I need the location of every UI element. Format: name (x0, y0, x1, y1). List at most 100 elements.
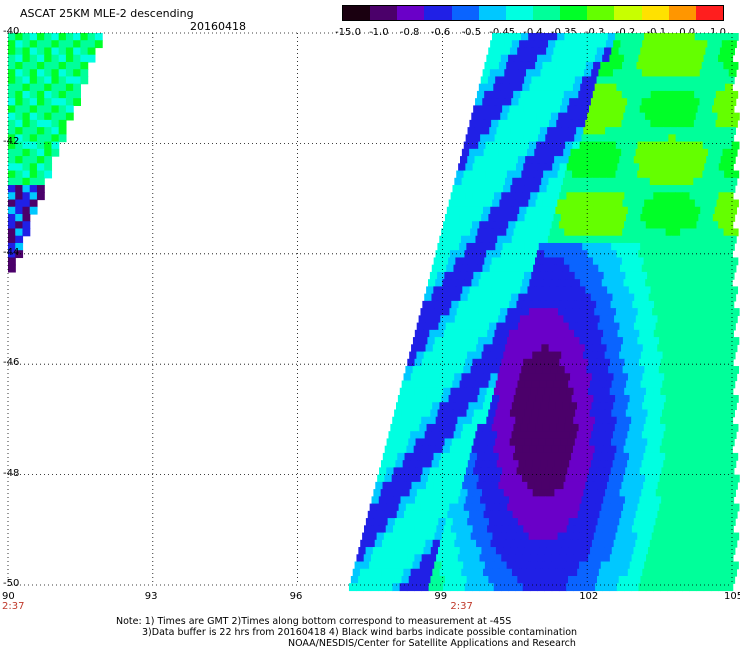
swath-cell (599, 177, 607, 186)
swath-cell (29, 40, 38, 49)
swath-cell (472, 554, 481, 563)
swath-cell (544, 192, 553, 201)
swath-cell (558, 583, 567, 592)
swath-cell (510, 380, 519, 389)
swath-cell (683, 576, 692, 584)
swath-cell (87, 54, 96, 63)
swath-cell (674, 416, 683, 425)
latitude-label: -40 (3, 26, 20, 37)
swath-cell (458, 271, 467, 280)
swath-cell (390, 452, 398, 461)
swath-cell (559, 525, 568, 534)
swath-cell (456, 532, 465, 541)
swath-cell (438, 460, 447, 468)
swath-cell (8, 242, 16, 251)
swath-cell (563, 344, 571, 353)
swath-cell (696, 416, 705, 425)
swath-cell (489, 98, 498, 106)
swath-cell (529, 583, 538, 592)
swath-cell (523, 163, 532, 172)
swath-cell (605, 460, 614, 468)
swath-cell (492, 337, 501, 345)
swath-cell (29, 170, 38, 179)
swath-cell (519, 148, 528, 157)
swath-cell (600, 395, 609, 403)
swath-cell (87, 40, 96, 49)
swath-cell (462, 228, 471, 237)
swath-cell (578, 61, 587, 70)
swath-cell (623, 308, 632, 316)
swath-cell (462, 452, 471, 461)
swath-cell (456, 308, 465, 316)
swath-cell (567, 409, 576, 418)
swath-cell (694, 33, 703, 41)
swath-cell (575, 351, 584, 360)
swath-cell (686, 286, 695, 295)
swath-cell (546, 518, 555, 526)
swath-cell (22, 156, 31, 164)
swath-cell (642, 177, 651, 186)
swath-cell (581, 300, 590, 309)
swath-cell (658, 395, 667, 403)
swath-cell (693, 539, 702, 548)
swath-cell (707, 40, 716, 49)
swath-cell (557, 228, 565, 237)
swath-cell (456, 337, 465, 345)
swath-cell (29, 33, 38, 41)
swath-cell (702, 308, 711, 316)
swath-cell (540, 98, 549, 106)
swath-cell (8, 134, 16, 143)
swath-cell (680, 532, 689, 541)
swath-cell (576, 98, 585, 106)
swath-cell (521, 199, 529, 208)
swath-cell (644, 366, 653, 374)
swath-cell (546, 380, 555, 389)
swath-cell (707, 206, 716, 215)
swath-cell (725, 554, 734, 563)
swath-cell (452, 185, 461, 193)
latitude-label: -50 (3, 578, 20, 589)
swath-cell (726, 329, 734, 338)
swath-cell (498, 423, 507, 432)
swath-cell (549, 33, 558, 41)
swath-cell (645, 583, 654, 592)
swath-cell (523, 358, 531, 367)
swath-cell (513, 395, 522, 403)
swath-cell (504, 235, 513, 244)
swath-cell (681, 279, 690, 287)
swath-cell (475, 568, 484, 577)
swath-cell (605, 98, 614, 106)
swath-cell (533, 568, 542, 577)
swath-cell (684, 185, 692, 193)
swath-cell (394, 547, 403, 555)
swath-cell (621, 148, 630, 157)
swath-cell (685, 402, 694, 411)
swath-cell (708, 452, 717, 461)
swath-cell (580, 83, 589, 92)
swath-cell (647, 214, 656, 222)
swath-cell (467, 322, 476, 331)
swath-cell (490, 344, 499, 353)
swath-cell (583, 156, 591, 164)
swath-cell (422, 329, 430, 338)
swath-cell (508, 416, 516, 425)
swath-cell (572, 170, 580, 179)
swath-cell (497, 568, 506, 577)
swath-cell (527, 510, 535, 519)
swath-cell (29, 134, 38, 143)
swath-cell (423, 322, 432, 331)
swath-cell (722, 510, 731, 519)
swath-cell (446, 402, 455, 411)
swath-cell (406, 474, 414, 483)
swath-cell (548, 539, 557, 548)
swath-cell (591, 568, 600, 577)
swath-cell (534, 481, 543, 490)
swath-cell (580, 445, 589, 454)
swath-cell (555, 373, 564, 382)
swath-cell (668, 300, 677, 309)
swath-cell (459, 185, 468, 193)
swath-cell (435, 416, 444, 425)
swath-cell (453, 402, 462, 411)
swath-cell (636, 395, 645, 403)
swath-cell (565, 112, 574, 121)
